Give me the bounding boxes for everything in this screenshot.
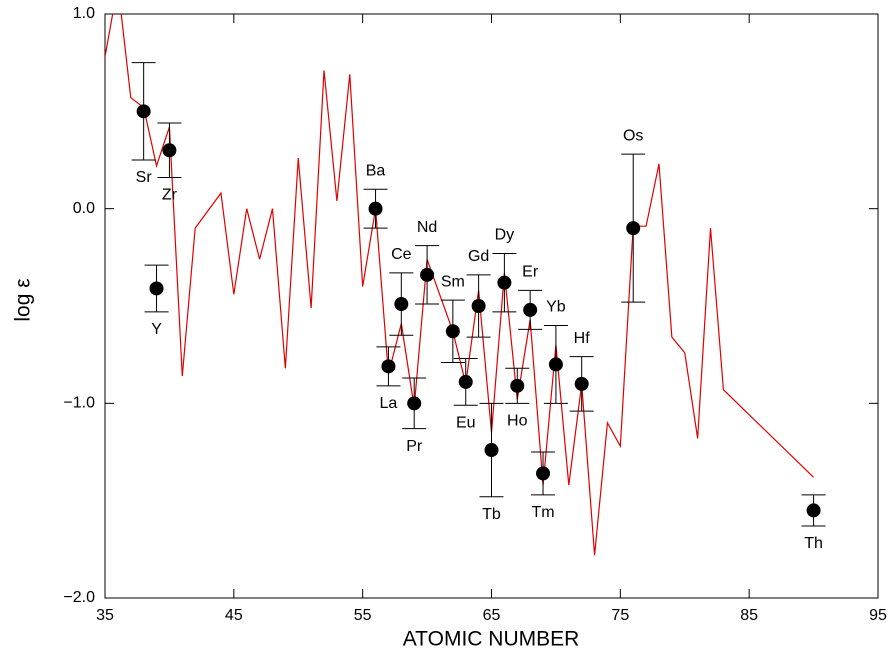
data-point bbox=[523, 302, 538, 317]
x-tick-label: 75 bbox=[611, 607, 629, 624]
x-tick-label: 65 bbox=[483, 607, 501, 624]
y-tick-label: 0.0 bbox=[73, 200, 95, 217]
data-point bbox=[536, 466, 551, 481]
data-point bbox=[471, 299, 486, 313]
data-point bbox=[574, 376, 589, 391]
point-label: Nd bbox=[417, 219, 437, 236]
data-point bbox=[368, 201, 383, 216]
point-label: Pr bbox=[406, 438, 423, 455]
point-label: La bbox=[380, 395, 398, 412]
data-point bbox=[626, 221, 641, 236]
point-label: Dy bbox=[495, 227, 515, 244]
point-label: Y bbox=[151, 321, 162, 338]
point-label: Sr bbox=[136, 169, 153, 186]
data-point bbox=[806, 503, 821, 518]
point-label: Os bbox=[623, 127, 643, 144]
y-tick-label: −2.0 bbox=[63, 589, 95, 606]
data-point bbox=[484, 443, 499, 458]
data-point bbox=[149, 281, 164, 296]
y-tick-label: 1.0 bbox=[73, 5, 95, 22]
data-point bbox=[162, 143, 177, 158]
x-tick-label: 95 bbox=[869, 607, 887, 624]
data-point bbox=[548, 357, 563, 372]
point-label: Ho bbox=[507, 413, 528, 430]
x-tick-label: 55 bbox=[354, 607, 372, 624]
data-point bbox=[510, 378, 525, 393]
point-label: Hf bbox=[574, 330, 591, 347]
data-point bbox=[394, 297, 409, 312]
point-label: Yb bbox=[546, 299, 566, 316]
point-label: Sm bbox=[441, 273, 465, 290]
data-point bbox=[445, 324, 460, 339]
x-tick-label: 35 bbox=[96, 607, 114, 624]
point-label: Tm bbox=[531, 504, 554, 521]
x-axis-title: ATOMIC NUMBER bbox=[403, 628, 580, 651]
data-point bbox=[420, 267, 435, 282]
data-point bbox=[458, 374, 473, 389]
point-label: Zr bbox=[162, 187, 178, 204]
point-label: Ba bbox=[366, 162, 386, 179]
x-tick-label: 85 bbox=[740, 607, 758, 624]
x-tick-label: 45 bbox=[225, 607, 243, 624]
point-label: Tb bbox=[482, 506, 501, 523]
point-label: Ce bbox=[391, 246, 412, 263]
point-label: Gd bbox=[468, 248, 489, 265]
y-tick-label: −1.0 bbox=[63, 395, 95, 412]
y-axis-title: log ε bbox=[12, 278, 35, 321]
point-label: Er bbox=[522, 264, 539, 281]
data-point bbox=[136, 104, 151, 119]
data-point bbox=[407, 396, 422, 411]
data-point bbox=[497, 275, 512, 290]
data-point bbox=[381, 359, 396, 374]
point-label: Th bbox=[804, 535, 823, 552]
point-label: Eu bbox=[456, 414, 476, 431]
